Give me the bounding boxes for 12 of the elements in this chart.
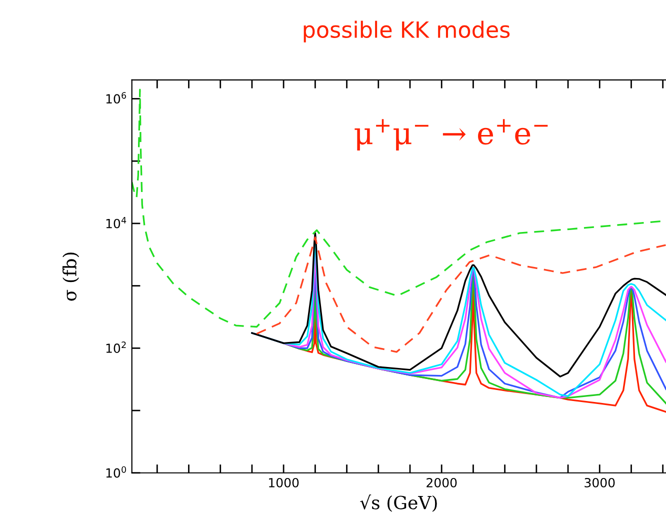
x-tick-label: 1000 xyxy=(269,478,299,488)
line-series xyxy=(256,236,666,353)
chart-title: possible KK modes xyxy=(304,20,510,42)
y-tick-label: 10$^{4}$ xyxy=(106,216,126,228)
x-tick-label: 2000 xyxy=(426,478,457,488)
y-axis-title: σ (fb) xyxy=(62,252,80,301)
x-tick-label: 3000 xyxy=(584,478,615,488)
y-tick-label: 10$^{6}$ xyxy=(106,92,126,104)
y-tick-label: 10$^{2}$ xyxy=(106,342,126,353)
annotation: μ$^{+}$μ$^{−}$ → e$^{+}$e$^{−}$ xyxy=(354,119,548,151)
y-tick-label: 10$^{0}$ xyxy=(106,466,126,478)
x-axis-title: √s (GeV) xyxy=(360,494,437,512)
